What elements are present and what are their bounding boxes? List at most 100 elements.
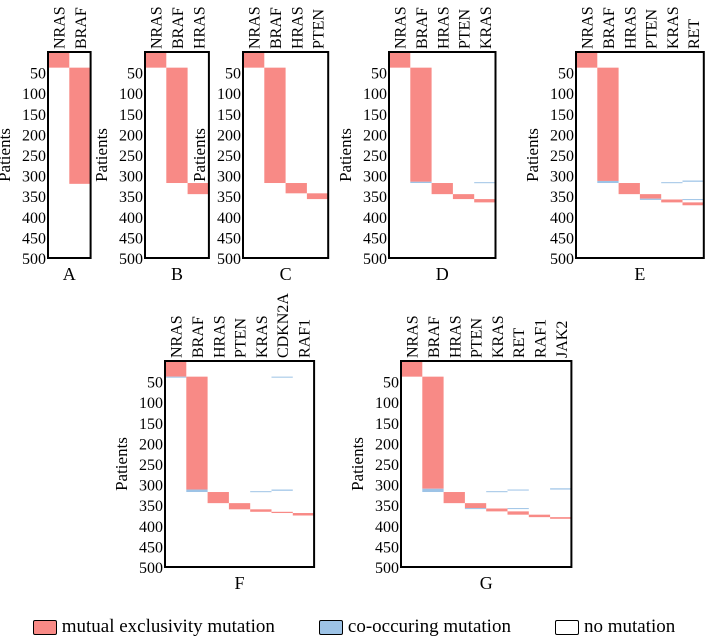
legend-item-mutual: mutual exclusivity mutation	[32, 616, 275, 638]
y-tick-label: 50	[383, 375, 399, 392]
segment-co-pten	[639, 198, 662, 200]
panel-label: D	[436, 264, 449, 284]
gene-label: KRAS	[665, 6, 682, 49]
y-tick-label: 150	[363, 107, 387, 124]
segment-mutual-braf	[69, 67, 91, 184]
y-tick-label: 400	[363, 210, 387, 227]
segment-mutual-jak2	[550, 517, 572, 519]
y-tick-label: 250	[363, 148, 387, 165]
segment-mutual-nras	[48, 52, 70, 68]
y-tick-label: 100	[550, 86, 574, 103]
panel-label: F	[235, 573, 245, 593]
y-axis-label: Patients	[523, 128, 542, 182]
segment-co-braf	[597, 180, 619, 184]
segment-co-ret	[682, 180, 704, 182]
panel-frame	[242, 51, 330, 259]
segment-mutual-kras	[250, 509, 272, 512]
gene-label: KRAS	[478, 6, 495, 49]
gene-label: RAF1	[532, 319, 549, 358]
legend-swatch-co	[318, 619, 343, 635]
y-tick-label: 350	[119, 189, 143, 206]
panel-frame	[400, 360, 573, 568]
y-tick-label: 350	[22, 189, 46, 206]
gene-label: HRAS	[622, 6, 639, 49]
segment-co-ret	[507, 489, 529, 491]
y-tick-label: 300	[550, 169, 574, 186]
y-tick-label: 100	[119, 86, 143, 103]
y-tick-label: 250	[22, 148, 46, 165]
y-tick-label: 300	[375, 478, 399, 495]
y-tick-label: 500	[375, 560, 399, 577]
segment-mutual-braf	[422, 376, 444, 489]
y-tick-label: 100	[217, 86, 241, 103]
y-tick-label: 350	[363, 189, 387, 206]
y-tick-label: 300	[217, 169, 241, 186]
segment-mutual-pten	[306, 193, 329, 200]
segment-mutual-ret	[682, 202, 704, 206]
segment-mutual-hras	[207, 492, 229, 504]
segment-co-kras	[486, 491, 508, 493]
y-axis-label: Patients	[92, 128, 111, 182]
segment-mutual-hras	[187, 183, 209, 195]
segment-co-cdkn2a	[271, 489, 293, 491]
y-tick-label: 450	[375, 539, 399, 556]
y-tick-label: 450	[550, 230, 574, 247]
segment-mutual-pten	[639, 194, 662, 199]
y-tick-label: 300	[139, 478, 163, 495]
y-tick-label: 100	[375, 395, 399, 412]
y-axis-label: Patients	[190, 128, 209, 182]
y-tick-label: 150	[375, 416, 399, 433]
panel-label: E	[634, 264, 645, 284]
y-tick-label: 350	[550, 189, 574, 206]
panel-background	[576, 52, 704, 258]
gene-label: PTEN	[469, 318, 486, 358]
gene-label: RAF1	[296, 319, 313, 358]
y-tick-label: 150	[550, 107, 574, 124]
gene-label: BRAF	[268, 7, 285, 49]
y-tick-label: 100	[139, 395, 163, 412]
y-tick-label: 500	[217, 251, 241, 268]
y-tick-label: 200	[217, 127, 241, 144]
segment-mutual-nras	[243, 52, 265, 68]
legend-item-co: co-occuring mutation	[318, 616, 511, 638]
gene-label: RET	[686, 19, 703, 49]
segment-mutual-kras	[474, 199, 496, 203]
y-tick-label: 500	[139, 560, 163, 577]
y-tick-label: 300	[119, 169, 143, 186]
segment-co-jak2	[550, 488, 572, 490]
segment-mutual-hras	[431, 183, 453, 195]
segment-co-braf	[422, 488, 444, 493]
segment-co-ret	[682, 199, 704, 201]
y-axis-label: Patients	[336, 128, 355, 182]
gene-label: NRAS	[247, 6, 264, 49]
y-tick-label: 400	[139, 519, 163, 536]
gene-label: BRAF	[170, 7, 187, 49]
panel-label: A	[63, 264, 76, 284]
y-axis-label: Patients	[0, 128, 14, 182]
legend-label: co-occuring mutation	[347, 616, 511, 637]
y-tick-label: 50	[147, 375, 163, 392]
gene-label: NRAS	[580, 6, 597, 49]
y-tick-label: 450	[119, 230, 143, 247]
gene-label: BRAF	[426, 316, 443, 358]
y-tick-label: 300	[363, 169, 387, 186]
y-tick-label: 150	[217, 107, 241, 124]
y-tick-label: 400	[550, 210, 574, 227]
panel-frame	[47, 51, 92, 259]
panel-background	[243, 52, 329, 258]
gene-label: NRAS	[169, 315, 186, 358]
panel-frame	[164, 360, 316, 568]
gene-label: HRAS	[211, 315, 228, 358]
segment-co-kras	[250, 491, 272, 493]
y-tick-label: 350	[375, 498, 399, 515]
y-tick-label: 350	[139, 498, 163, 515]
y-tick-label: 250	[550, 148, 574, 165]
panel-background	[389, 52, 496, 258]
y-tick-label: 500	[363, 251, 387, 268]
gene-label: KRAS	[490, 315, 507, 358]
segment-mutual-ret	[507, 511, 529, 515]
y-tick-label: 350	[217, 189, 241, 206]
y-tick-label: 250	[375, 457, 399, 474]
y-tick-label: 450	[217, 230, 241, 247]
